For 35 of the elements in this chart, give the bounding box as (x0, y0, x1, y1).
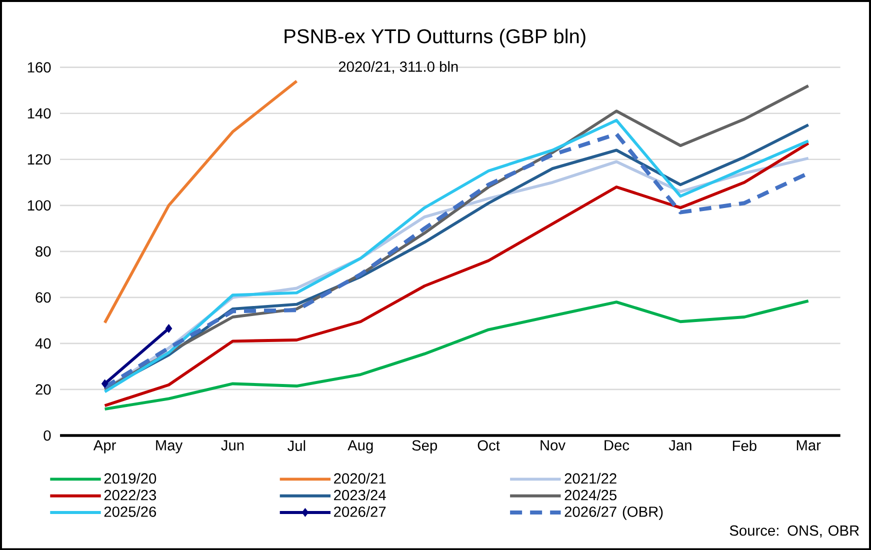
x-tick-label: Jan (668, 440, 692, 450)
y-tick-label: 80 (36, 246, 51, 257)
legend-label: 2025/26 (104, 506, 156, 517)
chart-title: PSNB-ex YTD Outturns (GBP bln) (284, 28, 586, 48)
x-tick-label: Nov (540, 440, 566, 450)
legend-label: 2022/23 (104, 489, 156, 500)
y-tick-label: 100 (28, 200, 51, 211)
x-tick-label: Feb (732, 440, 756, 451)
y-tick-label: 20 (36, 384, 51, 395)
x-tick-label: Jul (288, 440, 306, 451)
legend-label: 2020/21 (334, 472, 386, 484)
x-tick-label: Dec (604, 440, 630, 450)
y-tick-label: 0 (44, 430, 51, 441)
y-tick-label: 140 (28, 108, 51, 118)
x-tick-label: Apr (93, 440, 116, 454)
x-tick-label: Mar (796, 440, 821, 450)
line-series (103, 80, 298, 324)
y-tick-label: 120 (28, 154, 51, 164)
x-tick-label: Sep (412, 440, 438, 454)
y-tick-label: 40 (35, 338, 51, 349)
x-tick-label: May (156, 440, 183, 454)
legend-label: 2026/27 (OBR) (564, 506, 663, 520)
y-tick-label: 160 (28, 62, 51, 72)
annotation: 2020/21, 311.0 bln (338, 61, 458, 74)
x-tick-label: Jun (221, 440, 244, 450)
line-series (103, 299, 810, 410)
legend-label: 2023/24 (334, 489, 386, 500)
source-note: Source: ONS, OBR (730, 525, 859, 538)
legend-label: 2026/27 (334, 506, 386, 517)
legend-label: 2024/25 (564, 489, 616, 500)
y-tick-label: 60 (36, 292, 51, 303)
x-tick-label: Aug (348, 440, 373, 454)
legend-label: 2021/22 (564, 472, 616, 484)
x-tick-label: Oct (478, 440, 500, 451)
legend-label: 2019/20 (104, 472, 156, 484)
